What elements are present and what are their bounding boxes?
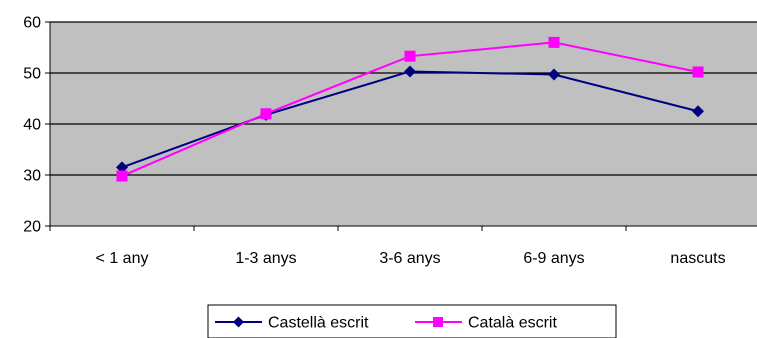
- data-point: [116, 161, 128, 174]
- x-tick-label: < 1 any: [96, 250, 149, 267]
- data-point: [548, 68, 560, 81]
- x-tick-label: 6-9 anys: [523, 250, 584, 267]
- series-1: [116, 36, 704, 182]
- data-point: [692, 105, 704, 118]
- y-tick-label: 50: [23, 66, 41, 83]
- legend: Castellà escrit Català escrit: [207, 304, 617, 338]
- data-point: [116, 170, 128, 182]
- x-tick-label: 3-6 anys: [379, 250, 440, 267]
- legend-label-castella: Castellà escrit: [268, 315, 369, 332]
- y-tick-labels: 20 30 40 50 60: [23, 15, 41, 236]
- legend-marker-catala: [433, 317, 443, 327]
- legend-label-catala: Català escrit: [468, 315, 557, 332]
- data-point: [404, 50, 416, 62]
- x-tick-label: 1-3 anys: [235, 250, 296, 267]
- data-point: [548, 36, 560, 48]
- data-point: [404, 65, 416, 78]
- y-tick-label: 20: [23, 219, 41, 236]
- y-tick-label: 40: [23, 117, 41, 134]
- data-point: [260, 108, 272, 120]
- y-tick-label: 30: [23, 168, 41, 185]
- axes: [45, 21, 757, 231]
- legend-marker-castella: [233, 316, 244, 328]
- data-point: [692, 66, 704, 78]
- x-tick-labels: < 1 any 1-3 anys 3-6 anys 6-9 anys nascuts: [96, 250, 726, 267]
- series-layer: [116, 36, 704, 182]
- y-tick-label: 60: [23, 15, 41, 32]
- x-tick-label: nascuts: [670, 250, 725, 267]
- legend-box: [207, 304, 617, 338]
